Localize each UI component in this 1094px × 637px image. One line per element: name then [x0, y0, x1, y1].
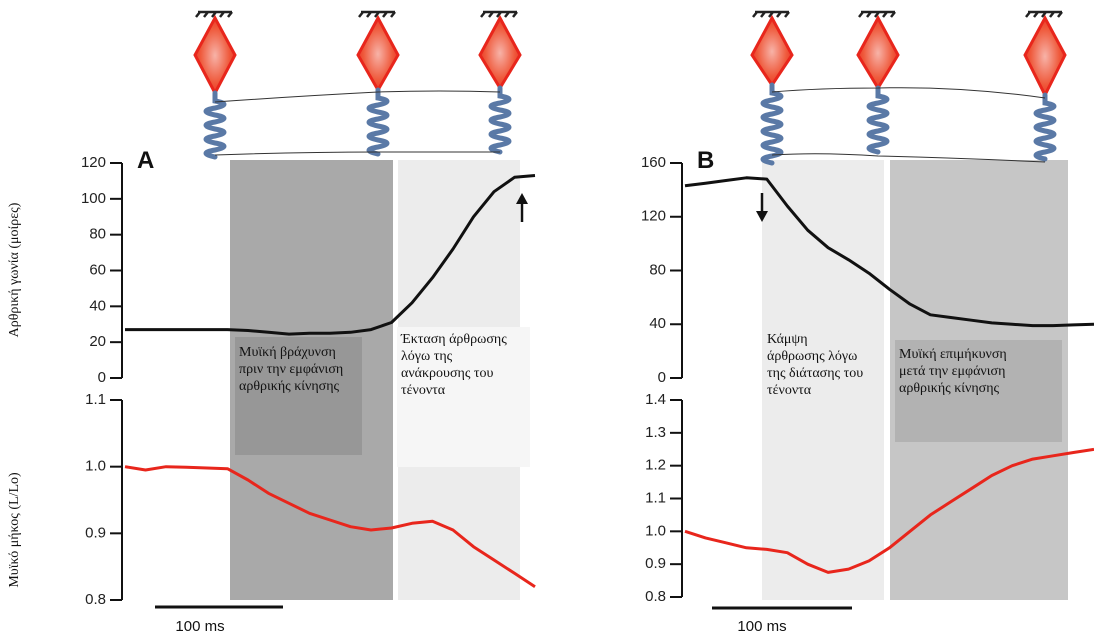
y-tick-label: 0 [98, 369, 106, 386]
annotation: λόγω της [401, 349, 453, 364]
annotation: αρθρικής κίνησης [239, 379, 340, 394]
annotation: μετά την εμφάνιση [899, 364, 1005, 379]
annotation: Κάμψη [767, 332, 808, 347]
y-tick-label: 80 [89, 226, 106, 243]
scale-bar-label: 100 ms [737, 618, 786, 635]
y-tick-label: 60 [89, 261, 106, 278]
anchor [753, 12, 789, 17]
figure: 0 20 40 60 80 100 120 A Αρθρική γωνία (μοίρες) Μυ… [0, 0, 1094, 637]
y-tick-label: 0.9 [645, 555, 666, 572]
connector [215, 152, 500, 155]
y-tick-label: 1.4 [645, 391, 666, 408]
illustration [195, 12, 1065, 163]
annotation: ανάκρουσης του [401, 366, 494, 381]
y-tick-label: 1.1 [645, 489, 666, 506]
annotation: άρθρωσης λόγω [767, 349, 857, 364]
annotation: Μυϊκή επιμήκυνση [899, 347, 1007, 362]
annotation: πριν την εμφάνιση [239, 362, 343, 377]
tendon-spring [763, 85, 781, 163]
y-tick-label: 80 [649, 261, 666, 278]
scale-bar-label: 100 ms [175, 618, 224, 635]
tendon-spring [369, 90, 387, 154]
y-tick-label: 1.2 [645, 457, 666, 474]
annotation: Μυϊκή βράχυνση [239, 345, 336, 360]
annotation: αρθρικής κίνησης [899, 381, 1000, 396]
y-tick-label: 0.9 [85, 524, 106, 541]
annotation: της διάτασης του [767, 366, 863, 381]
muscle [480, 18, 520, 88]
y-tick-label: 100 [81, 190, 106, 207]
tendon-spring [1036, 95, 1054, 159]
muscle [858, 18, 898, 88]
muscle [195, 18, 235, 93]
tendon-spring [206, 93, 224, 157]
tendon-spring [491, 88, 509, 152]
y-tick-label: 120 [81, 154, 106, 171]
y-tick-label: 160 [641, 154, 666, 171]
anchor [359, 12, 395, 17]
y-tick-label: 20 [89, 333, 106, 350]
anchor [481, 12, 517, 17]
anchor [196, 12, 232, 17]
panel-label: B [697, 147, 714, 174]
muscle [1025, 18, 1065, 95]
annotation: τένοντα [401, 383, 446, 398]
y-tick-label: 0 [658, 369, 666, 386]
annotation: τένοντα [767, 383, 812, 398]
y-axis-label: Μυϊκό μήκος (L/Lo) [7, 472, 22, 588]
y-tick-label: 40 [649, 315, 666, 332]
tendon-spring [869, 88, 887, 152]
connector [215, 91, 500, 102]
y-tick-label: 1.3 [645, 424, 666, 441]
y-tick-label: 0.8 [645, 588, 666, 605]
y-tick-label: 0.8 [85, 591, 106, 608]
anchor [1026, 12, 1062, 17]
muscle [358, 18, 398, 90]
muscle [752, 18, 792, 85]
anchor [859, 12, 895, 17]
y-axis-label: Αρθρική γωνία (μοίρες) [7, 202, 22, 337]
connector [772, 88, 1045, 98]
y-tick-label: 1.0 [85, 458, 106, 475]
y-tick-label: 1.0 [645, 522, 666, 539]
y-tick-label: 120 [641, 208, 666, 225]
y-tick-label: 40 [89, 297, 106, 314]
annotation: Έκταση άρθρωσης [400, 332, 507, 347]
panel-label: A [137, 147, 154, 174]
y-tick-label: 1.1 [85, 391, 106, 408]
